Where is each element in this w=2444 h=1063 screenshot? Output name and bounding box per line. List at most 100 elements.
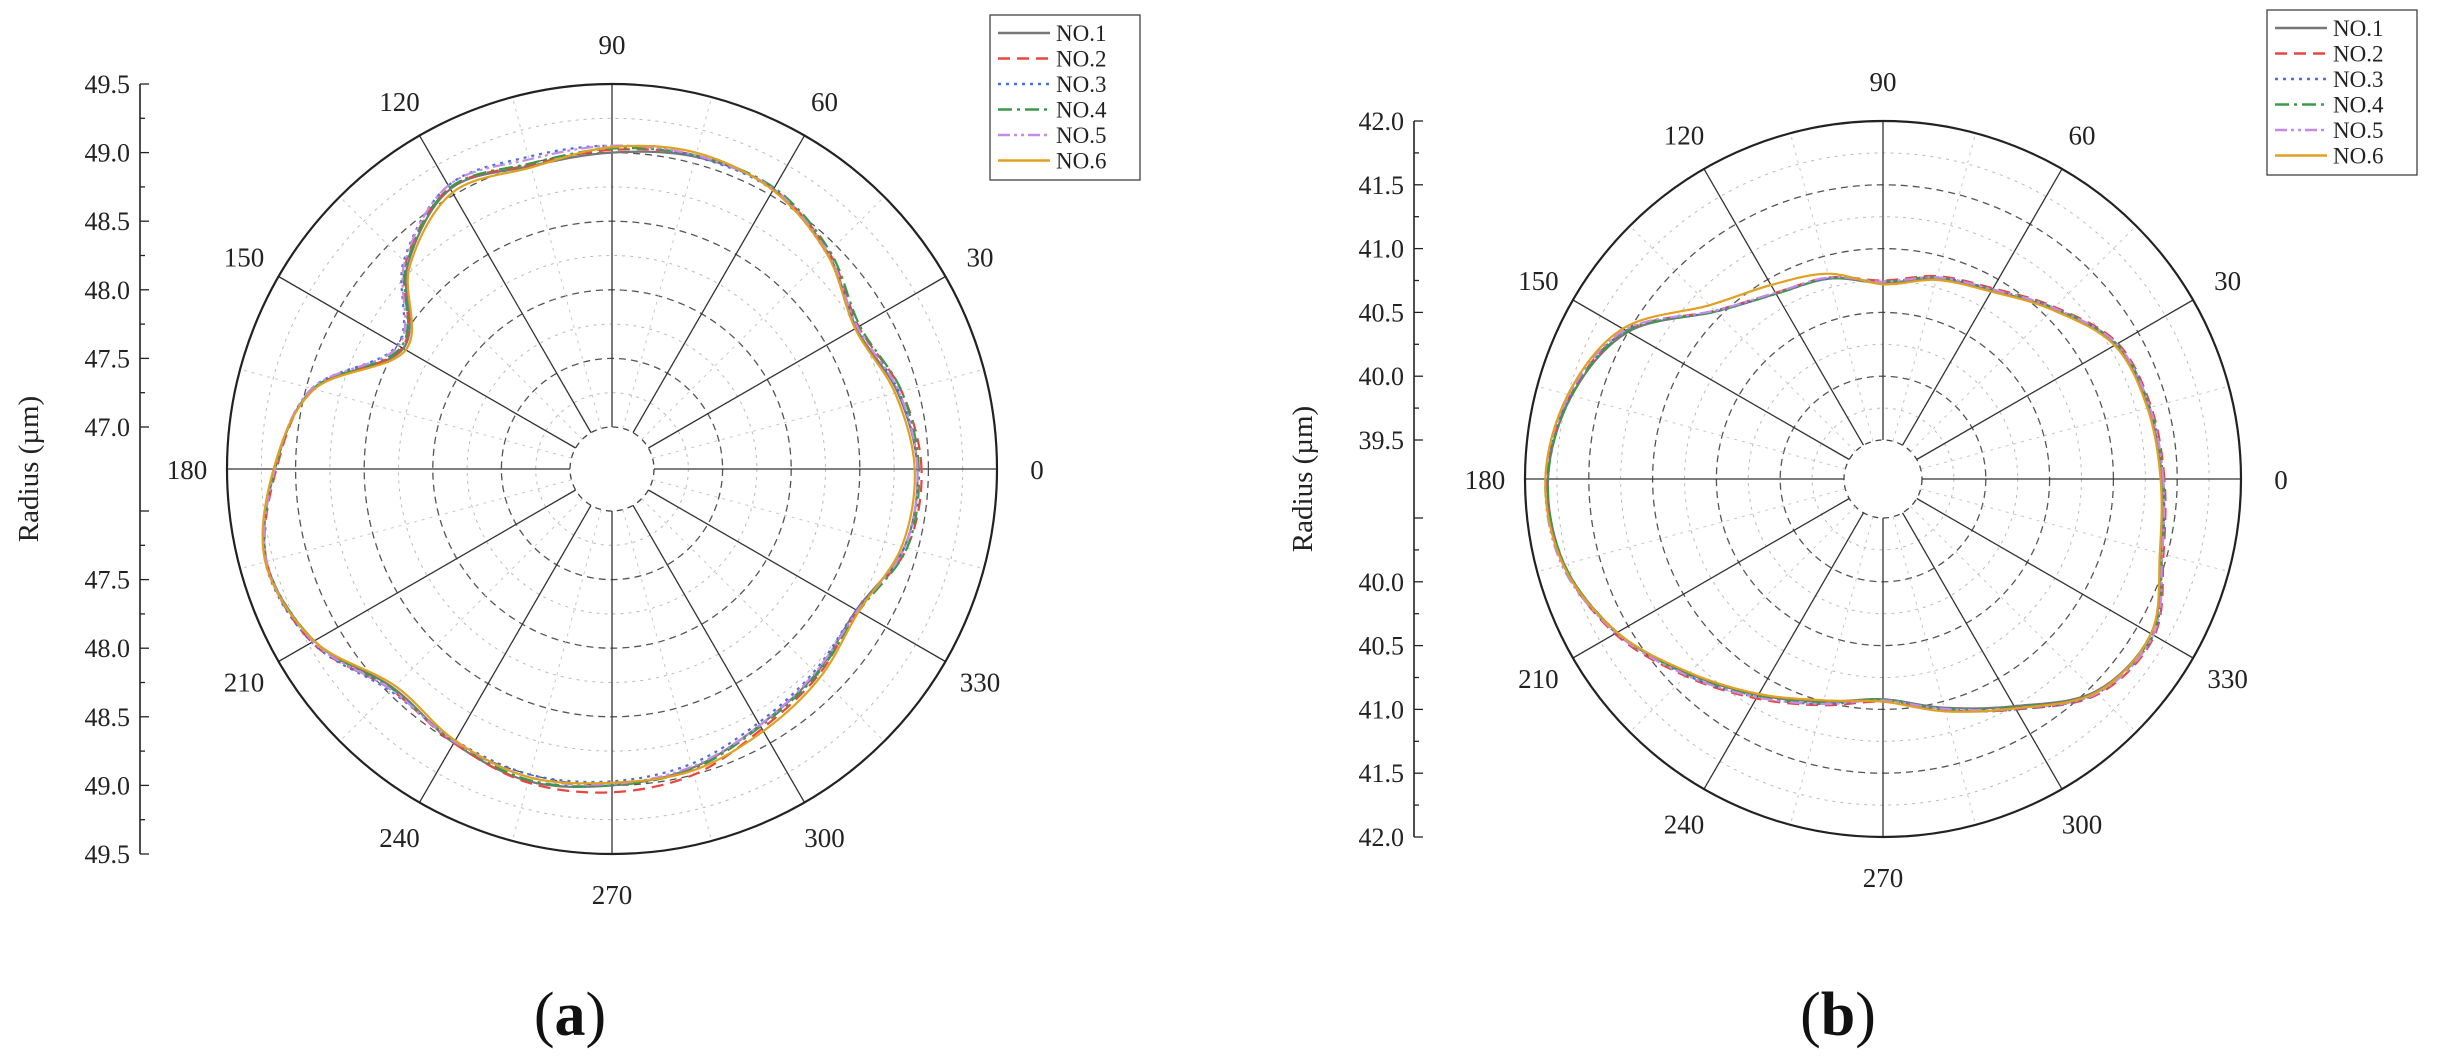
legend-label: NO.1 (2333, 16, 2383, 41)
spoke-major (632, 505, 806, 803)
y-axis-label: Radius (µm) (1287, 406, 1319, 552)
series-group (1544, 272, 2167, 713)
radial-tick-label: 48.5 (85, 207, 131, 236)
spoke-minor (1910, 506, 2137, 733)
spoke-minor (1920, 385, 2229, 470)
spoke-minor (239, 479, 572, 570)
radial-tick-label: 47.5 (85, 566, 131, 595)
outer-circle (225, 82, 999, 856)
polar-grid (225, 82, 999, 856)
angle-label: 210 (1518, 664, 1559, 694)
series-group (261, 144, 923, 794)
panel-caption: (a) (534, 981, 606, 1049)
spoke-minor (652, 368, 985, 459)
spoke-minor (1892, 516, 1977, 825)
spoke-minor (1892, 133, 1977, 442)
spoke-major (1572, 299, 1850, 461)
radial-tick-label: 40.5 (1359, 632, 1405, 661)
panel-label-open: ( (534, 981, 555, 1049)
spoke-minor (622, 509, 713, 842)
radial-tick-label: 40.5 (1359, 298, 1405, 327)
spoke-minor (652, 479, 985, 570)
radial-tick-label-center: 39.5 (1359, 426, 1405, 455)
spoke-minor (641, 196, 885, 440)
angle-label: 0 (1030, 455, 1044, 485)
angle-label: 270 (1863, 863, 1904, 893)
legend-label: NO.4 (1056, 98, 1107, 123)
legend-label: NO.3 (2333, 67, 2383, 92)
radial-tick-label-center: 47.0 (85, 413, 131, 442)
radial-tick-label: 41.5 (1359, 171, 1405, 200)
series-line-no-6 (1544, 272, 2163, 713)
spoke-major (278, 275, 576, 449)
radial-tick-label: 41.0 (1359, 235, 1405, 264)
legend-box (989, 14, 1141, 181)
legend-label: NO.6 (2333, 144, 2383, 169)
panel-label-close: ) (1855, 981, 1876, 1049)
angle-label: 150 (224, 243, 265, 273)
spoke-minor (1537, 488, 1846, 573)
spoke-minor (511, 96, 602, 429)
spoke-minor (511, 509, 602, 842)
radial-tick-label: 41.5 (1359, 759, 1405, 788)
legend-label: NO.2 (1056, 47, 1106, 72)
angle-label: 300 (2062, 810, 2103, 840)
spoke-minor (1629, 225, 1856, 452)
legend-box (2266, 9, 2418, 176)
legend-label: NO.1 (1056, 21, 1106, 46)
y-axis-label: Radius (µm) (13, 396, 45, 542)
series-line-no-3 (1545, 276, 2166, 713)
radial-tick-label: 42.0 (1359, 107, 1405, 136)
angle-labels: 0 30 60 90 120 150 180 210 240 270 300 330 (1465, 67, 2288, 893)
angle-label: 210 (224, 668, 265, 698)
legend-label: NO.6 (1056, 149, 1106, 174)
radial-tick-label: 48.0 (85, 634, 131, 663)
spoke-minor (622, 96, 713, 429)
radial-tick-label: 49.0 (85, 771, 131, 800)
radial-tick-label: 48.5 (85, 703, 131, 732)
radial-tick-label: 47.5 (85, 344, 131, 373)
angle-label: 180 (167, 455, 208, 485)
angle-label: 120 (1664, 120, 1705, 150)
angle-label: 150 (1518, 266, 1559, 296)
spoke-major (1703, 512, 1865, 790)
radial-tick-label: 49.5 (85, 70, 131, 99)
legend: NO.1NO.2NO.3NO.4NO.5NO.6 (2266, 9, 2418, 176)
angle-label: 60 (811, 87, 838, 117)
angle-label: 90 (599, 30, 626, 60)
angle-label: 330 (960, 668, 1001, 698)
panel-caption: (b) (1800, 981, 1876, 1049)
spoke-major (1572, 497, 1850, 659)
radial-tick-label: 40.0 (1359, 568, 1405, 597)
radial-tick-label: 49.0 (85, 139, 131, 168)
radial-tick-label: 41.0 (1359, 695, 1405, 724)
panel-label-letter: a (555, 981, 586, 1049)
series-line-no-2 (263, 148, 923, 794)
legend-label: NO.2 (2333, 42, 2383, 67)
angle-label: 300 (804, 823, 845, 853)
angle-label: 180 (1465, 465, 1506, 495)
spoke-minor (1920, 488, 2229, 573)
radial-tick-label: 40.0 (1359, 362, 1405, 391)
spoke-major (1901, 168, 2063, 446)
angle-label: 240 (379, 823, 420, 853)
panel-b: 42.0 41.5 41.0 40.5 40.0 39.5 40.0 40.5 41.0 41.5… (1287, 9, 2418, 1049)
legend-label: NO.5 (2333, 118, 2383, 143)
polar-grid (1523, 119, 2243, 839)
angle-label: 0 (2274, 465, 2288, 495)
spoke-major (1703, 168, 1865, 446)
grid-circle-inner (569, 426, 655, 512)
radial-tick-label: 42.0 (1359, 823, 1405, 852)
spoke-major (648, 275, 946, 449)
radial-axis: 49.5 49.0 48.5 48.0 47.5 47.0 47.5 48.0 48.5 49.0… (13, 70, 149, 869)
panel-label-open: ( (1800, 981, 1821, 1049)
angle-labels: 0 30 60 90 120 150 180 210 240 270 300 330 (167, 30, 1044, 910)
spoke-major (1916, 299, 2194, 461)
radial-axis: 42.0 41.5 41.0 40.5 40.0 39.5 40.0 40.5 41.0 41.5… (1287, 107, 1423, 852)
outer-circle (1523, 119, 2243, 839)
legend-label: NO.4 (2333, 93, 2384, 118)
spoke-major (278, 489, 576, 663)
spoke-major (632, 135, 806, 433)
spoke-minor (1789, 133, 1874, 442)
